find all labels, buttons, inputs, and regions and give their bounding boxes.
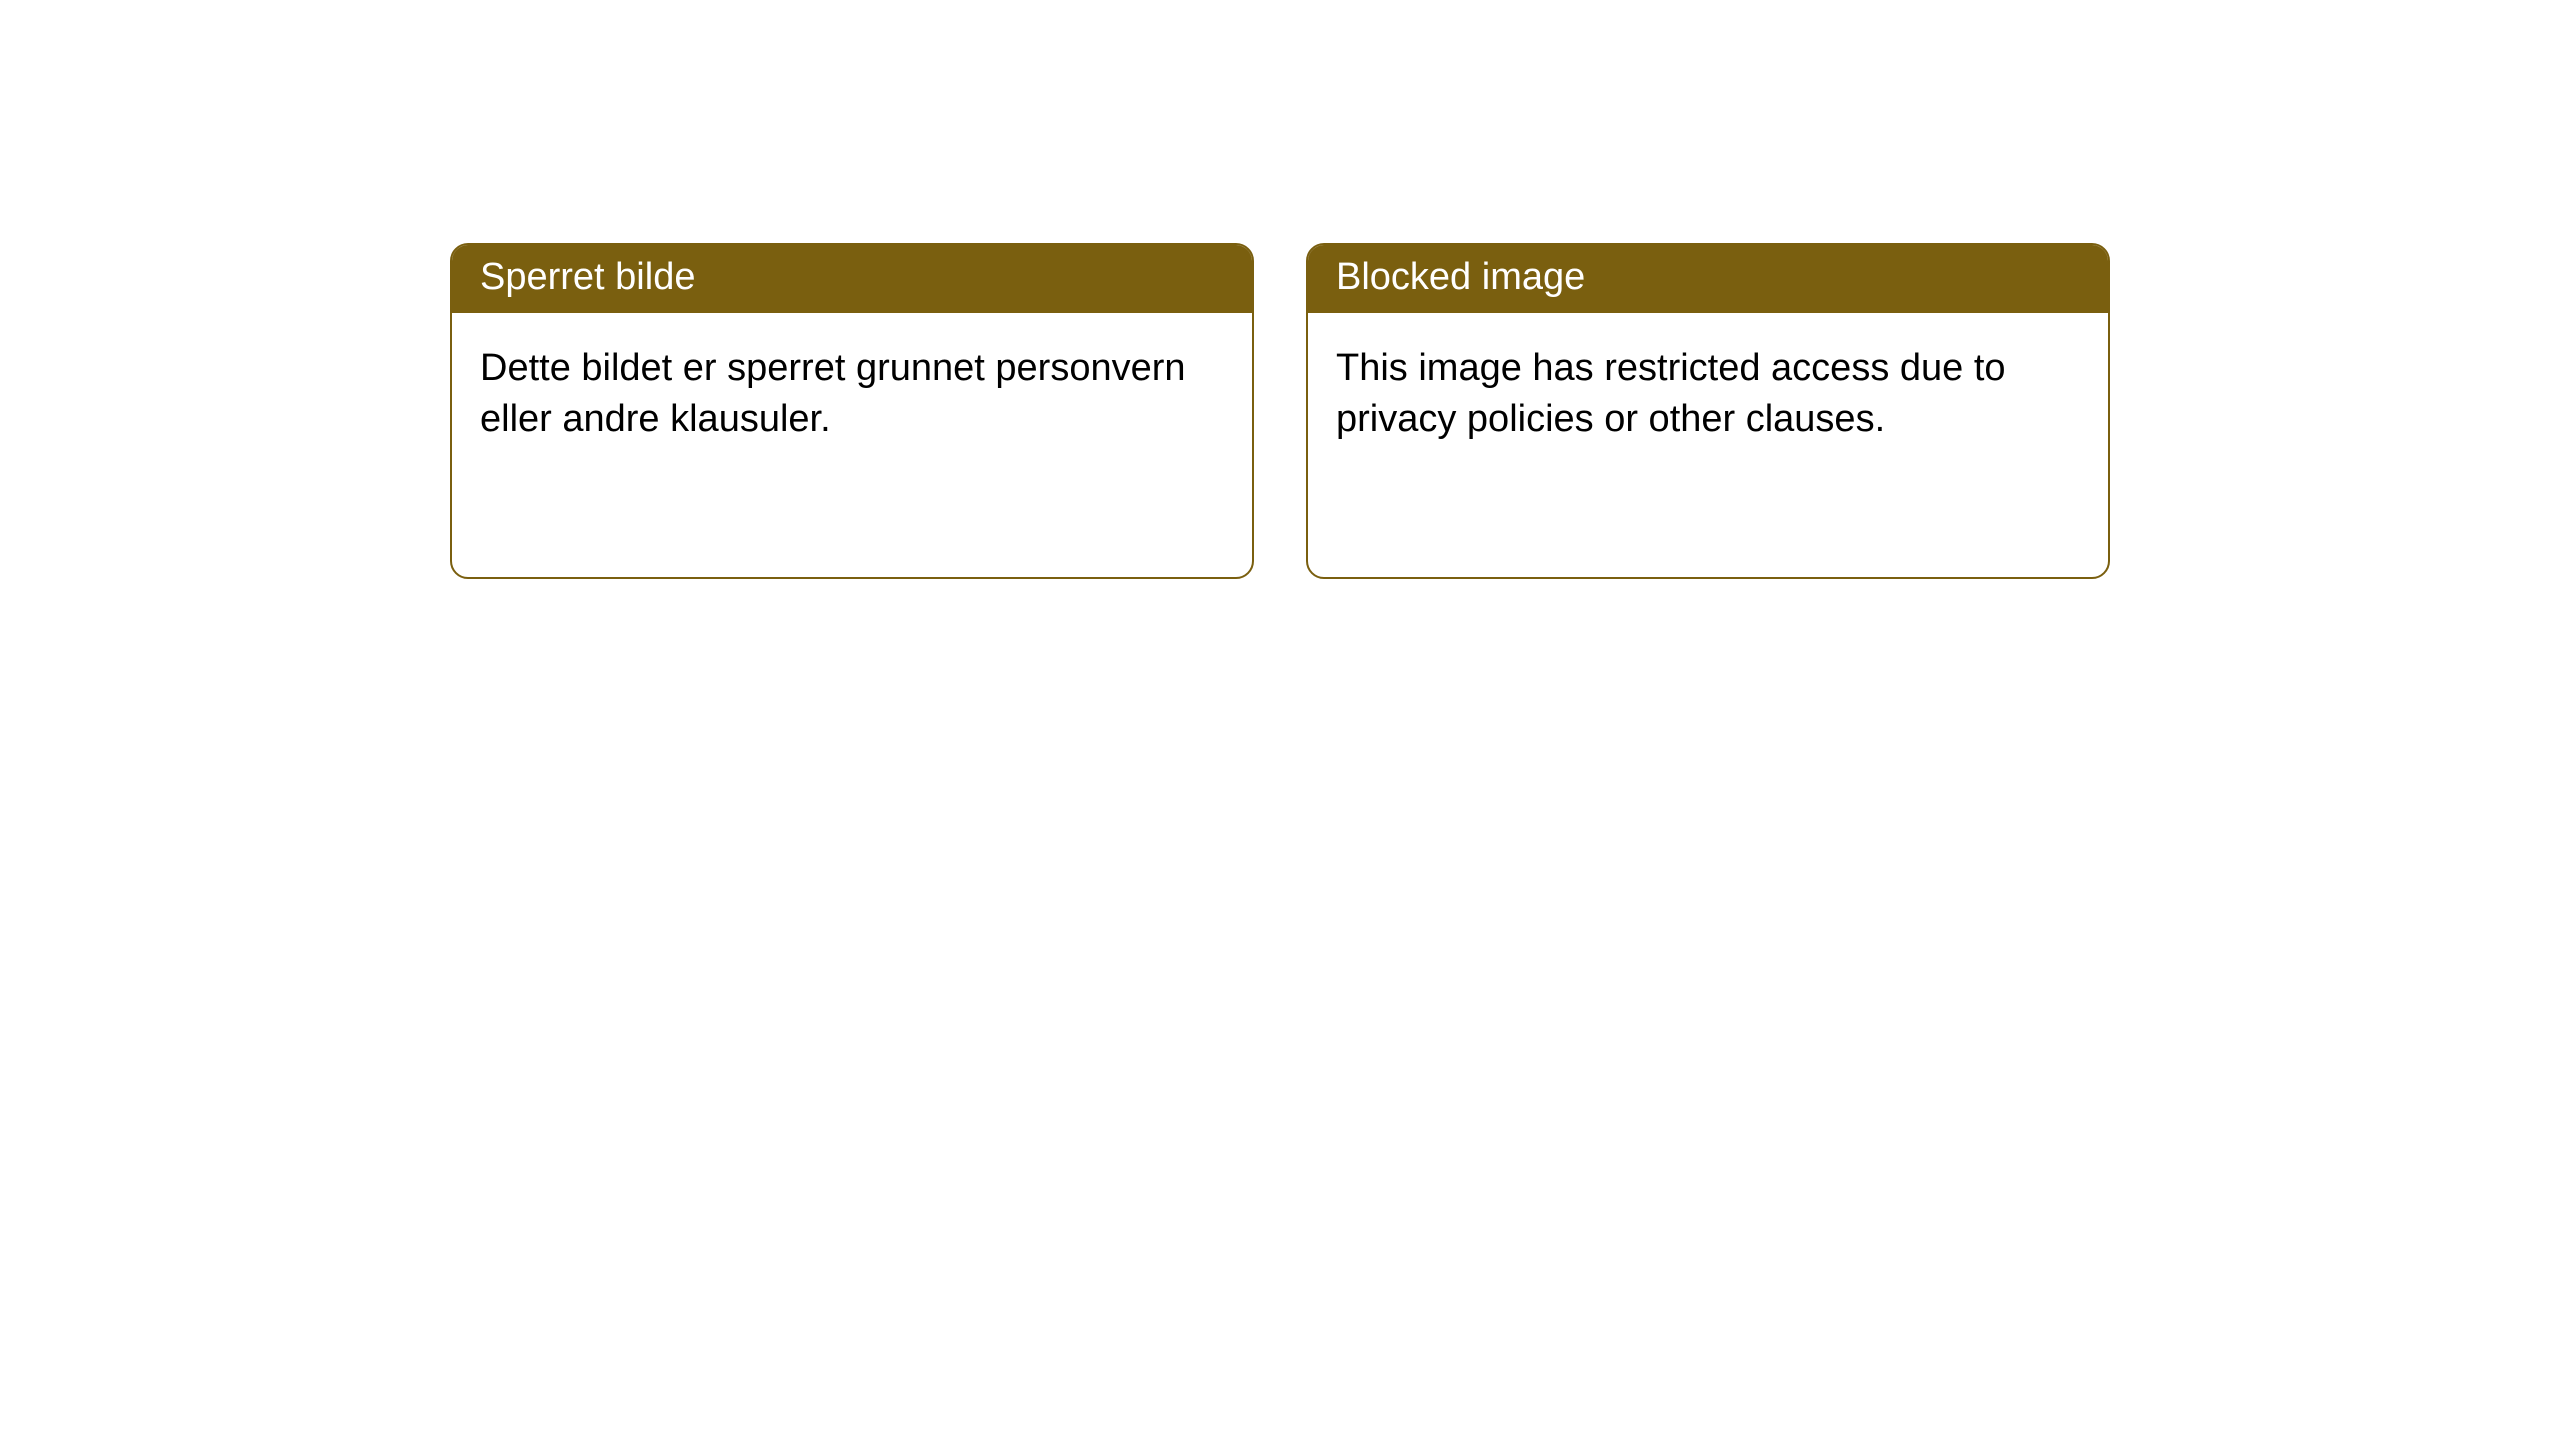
notice-card-norwegian: Sperret bilde Dette bildet er sperret gr…	[450, 243, 1254, 579]
notice-body-english: This image has restricted access due to …	[1308, 313, 2108, 476]
notice-container: Sperret bilde Dette bildet er sperret gr…	[450, 243, 2110, 579]
notice-title-english: Blocked image	[1308, 245, 2108, 313]
notice-card-english: Blocked image This image has restricted …	[1306, 243, 2110, 579]
notice-title-norwegian: Sperret bilde	[452, 245, 1252, 313]
notice-body-norwegian: Dette bildet er sperret grunnet personve…	[452, 313, 1252, 476]
